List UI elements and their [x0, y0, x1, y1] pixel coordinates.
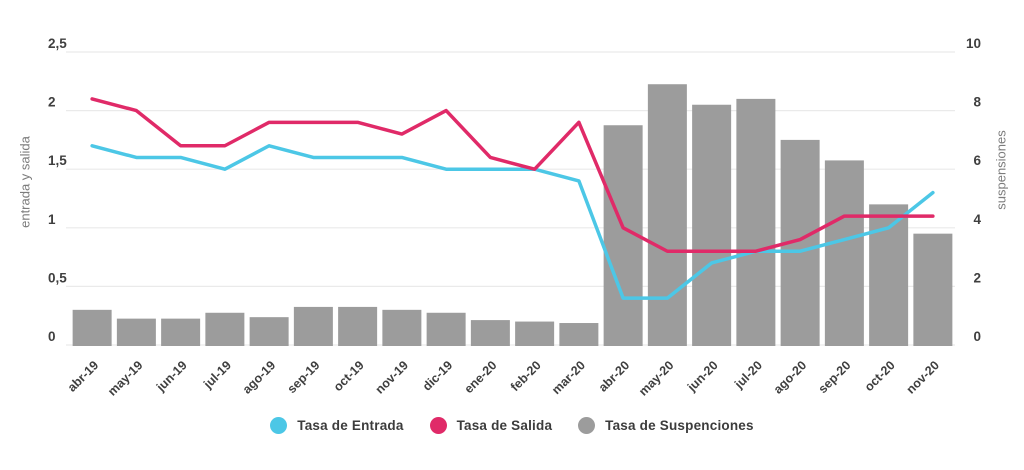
suspensions-bar — [559, 323, 599, 346]
legend-item-entrada[interactable]: Tasa de Entrada — [270, 417, 403, 434]
right-axis-title: suspensiones — [993, 130, 1009, 210]
x-tick-label: jul-20 — [731, 358, 765, 392]
suspensions-bar — [692, 104, 732, 347]
x-tick-label: oct-20 — [862, 358, 898, 394]
chart-legend: Tasa de Entrada Tasa de Salida Tasa de S… — [0, 417, 1024, 434]
left-axis-title: entrada y salida — [17, 136, 33, 228]
x-tick-label: jun-19 — [153, 358, 190, 395]
legend-item-salida[interactable]: Tasa de Salida — [429, 417, 553, 434]
y-tick-label-left: 0,5 — [48, 270, 67, 285]
x-tick-label: dic-19 — [420, 358, 455, 393]
legend-item-suspenciones[interactable]: Tasa de Suspenciones — [578, 417, 754, 434]
y-tick-label-right: 4 — [973, 212, 981, 227]
x-tick-label: may-19 — [105, 358, 145, 398]
suspensions-bar — [824, 160, 864, 346]
x-tick-label: mar-20 — [549, 358, 588, 397]
y-tick-label-left: 2,5 — [48, 36, 67, 51]
y-tick-label-left: 1 — [48, 212, 56, 227]
salida-legend-dot-icon — [429, 417, 447, 434]
suspensions-bar — [116, 318, 156, 346]
x-tick-label: ago-19 — [240, 358, 278, 396]
suspensions-bar — [249, 317, 289, 346]
legend-label-salida: Tasa de Salida — [456, 418, 553, 433]
x-tick-label: nov-19 — [373, 358, 411, 396]
x-tick-label: abr-19 — [65, 358, 101, 394]
x-tick-label: sep-19 — [285, 358, 323, 396]
suspensions-bar — [426, 312, 466, 346]
y-tick-label-left: 1,5 — [48, 153, 67, 168]
y-tick-label-left: 2 — [48, 95, 56, 110]
suspensions-bar — [293, 306, 333, 346]
suspenciones-legend-dot-icon — [578, 417, 596, 434]
suspensions-bar — [515, 321, 555, 346]
suspensions-bar — [205, 312, 245, 346]
x-tick-label: abr-20 — [596, 358, 632, 394]
x-tick-label: may-20 — [636, 358, 676, 398]
legend-label-entrada: Tasa de Entrada — [297, 418, 404, 433]
x-tick-label: jul-19 — [200, 358, 234, 392]
entrada-line — [90, 144, 935, 300]
y-tick-label-right: 0 — [973, 329, 981, 344]
y-tick-label-left: 0 — [48, 329, 56, 344]
y-tick-label-right: 8 — [973, 95, 981, 110]
suspensions-bar — [647, 84, 687, 346]
x-tick-label: sep-20 — [816, 358, 854, 396]
entrada-legend-dot-icon — [270, 417, 288, 434]
y-tick-label-right: 10 — [966, 36, 981, 51]
y-tick-label-right: 6 — [973, 153, 981, 168]
suspensions-bar — [338, 306, 378, 346]
x-tick-label: feb-20 — [508, 358, 544, 394]
suspensions-bar — [736, 98, 776, 346]
salida-line — [90, 97, 935, 253]
x-tick-label: oct-19 — [331, 358, 367, 394]
x-tick-label: ene-20 — [462, 358, 500, 396]
suspensions-bar — [161, 318, 201, 346]
x-tick-label: jun-20 — [684, 358, 721, 395]
legend-label-suspenciones: Tasa de Suspenciones — [605, 418, 754, 433]
suspensions-bar — [470, 320, 510, 346]
suspensions-bar — [382, 309, 422, 346]
suspensions-bar — [72, 309, 112, 346]
x-tick-label: ago-20 — [771, 358, 809, 396]
x-tick-label: nov-20 — [904, 358, 942, 396]
suspensions-bar — [913, 233, 953, 346]
y-tick-label-right: 2 — [973, 270, 981, 285]
